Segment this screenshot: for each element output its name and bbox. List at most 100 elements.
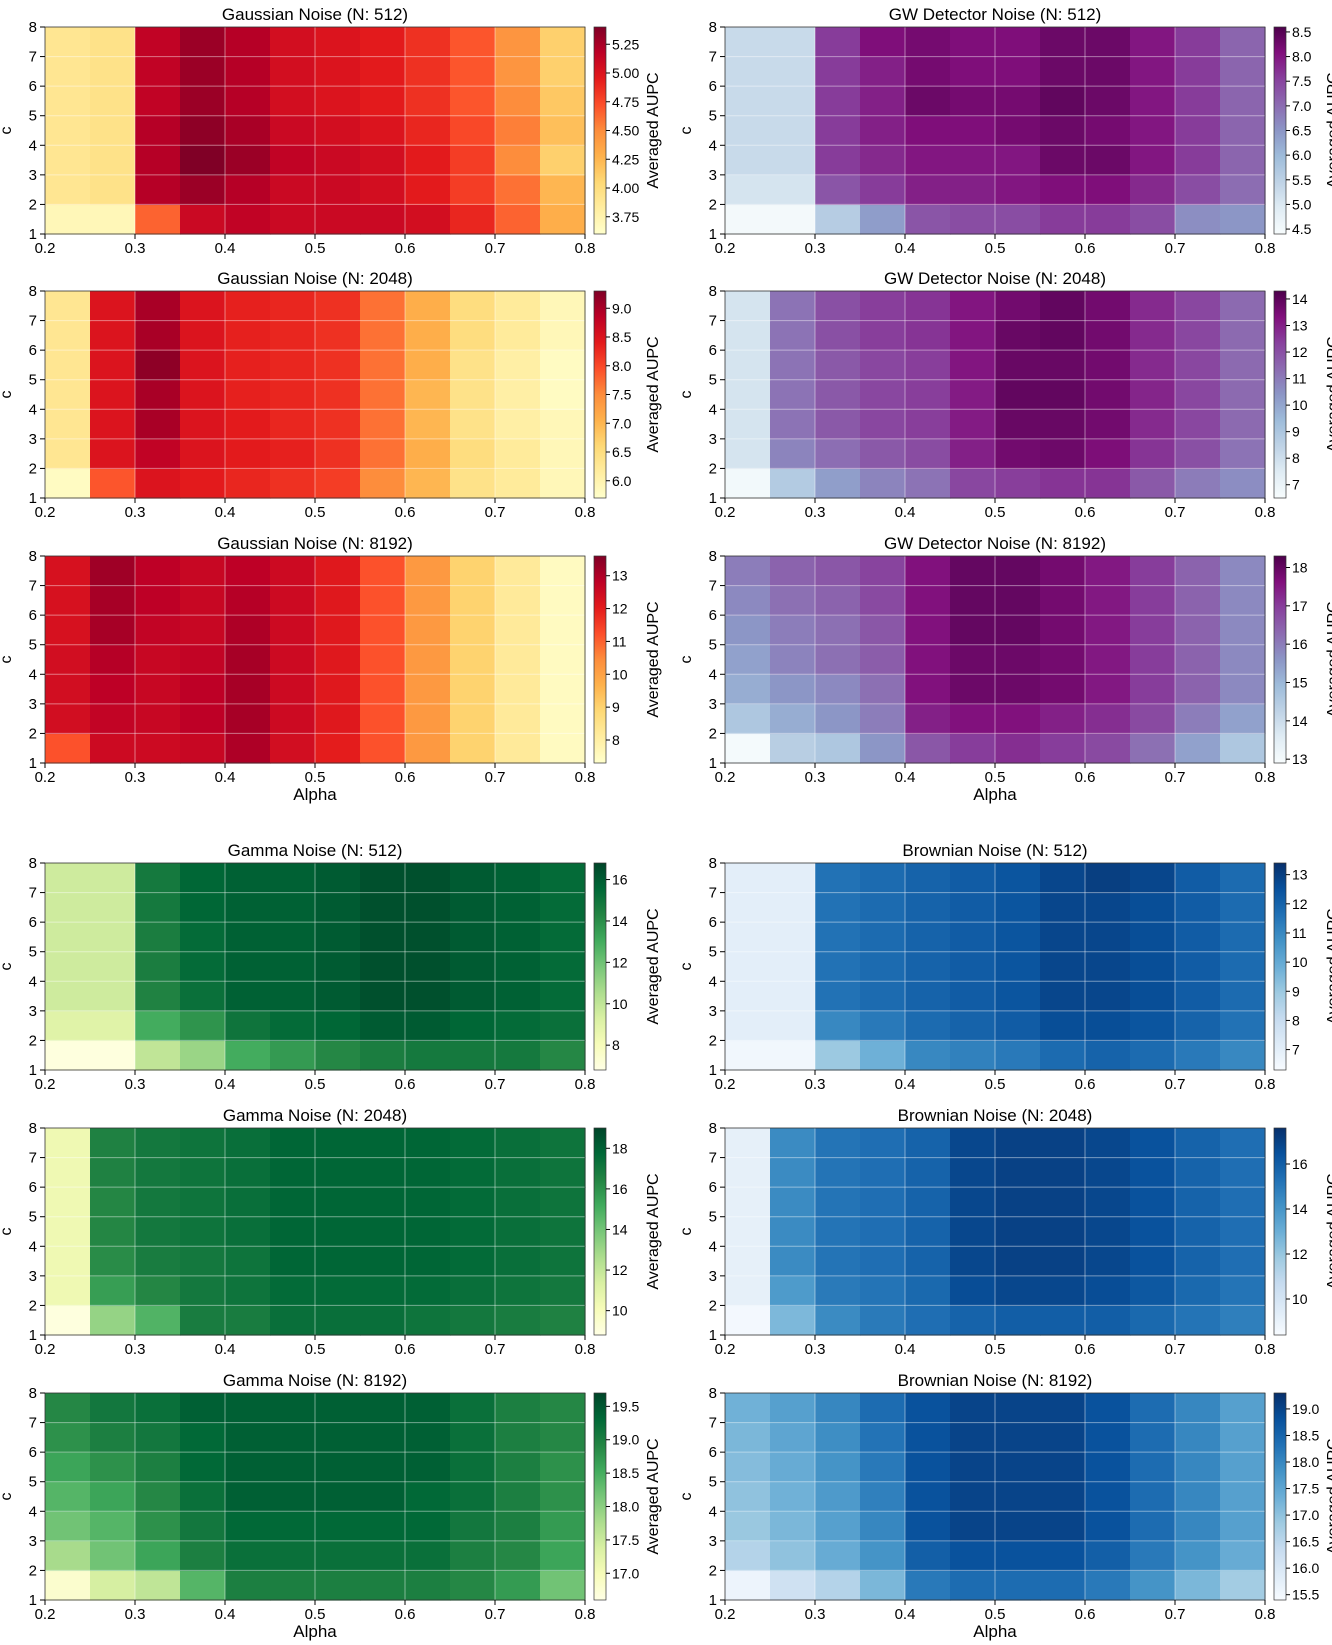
heatmap-cell — [1040, 981, 1086, 1012]
heatmap-cell — [45, 1246, 91, 1277]
heatmap-cell — [1175, 644, 1221, 675]
y-axis-label: c — [0, 1493, 15, 1501]
heatmap-cell — [950, 409, 996, 440]
heatmap-cell — [815, 379, 861, 410]
heatmap-cell — [860, 1570, 906, 1601]
heatmap-cell — [90, 615, 136, 646]
heatmap-cell — [135, 320, 181, 351]
heatmap-cell — [450, 1187, 496, 1218]
heatmap-cell — [495, 733, 541, 764]
heatmap-cell — [995, 27, 1041, 58]
heatmap-cell — [860, 27, 906, 58]
heatmap-cell — [540, 556, 586, 587]
heatmap-cell — [1220, 951, 1266, 982]
heatmap-cell — [770, 922, 816, 953]
heatmap-cell — [1085, 350, 1131, 381]
heatmap-cell — [360, 615, 406, 646]
colorbar-label: Averaged AUPC — [1325, 1438, 1332, 1554]
colorbar-tick-label: 5.25 — [612, 36, 639, 52]
heatmap-cell — [770, 174, 816, 206]
heatmap-cell — [90, 56, 136, 87]
heatmap-cell — [315, 951, 361, 982]
heatmap-cell — [90, 1275, 136, 1307]
x-tick-label: 0.7 — [1165, 1341, 1186, 1358]
heatmap-cell — [1175, 1305, 1221, 1336]
heatmap-cell — [1085, 674, 1131, 705]
y-tick-label: 8 — [709, 855, 717, 872]
heatmap-cell — [1040, 1393, 1086, 1424]
heatmap-cell — [270, 468, 316, 499]
heatmap-cell — [405, 703, 451, 735]
heatmap-cell — [315, 1128, 361, 1159]
y-tick-label: 5 — [29, 637, 37, 654]
colorbar-tick-label: 14 — [1292, 1201, 1308, 1217]
heatmap-cell — [1175, 1511, 1221, 1542]
heatmap-cell — [495, 1422, 541, 1453]
colorbar-tick-label: 7.0 — [1292, 98, 1312, 114]
heatmap-cell — [225, 1040, 271, 1071]
heatmap-cell — [135, 556, 181, 587]
heatmap-cell — [815, 174, 861, 206]
heatmap-cell — [405, 863, 451, 894]
heatmap-cell — [270, 320, 316, 351]
heatmap-cell — [1085, 863, 1131, 894]
heatmap-cell — [815, 585, 861, 616]
heatmap-cell — [315, 674, 361, 705]
heatmap-cell — [905, 409, 951, 440]
heatmap-cell — [180, 204, 226, 235]
heatmap-cell — [225, 320, 271, 351]
colorbar-tick-label: 17 — [1292, 598, 1308, 614]
y-tick-label: 8 — [709, 19, 717, 36]
heatmap-cell — [270, 1040, 316, 1071]
heatmap-cell — [180, 115, 226, 146]
y-tick-label: 7 — [29, 578, 37, 595]
heatmap-cell — [450, 1040, 496, 1071]
heatmap-cell — [495, 615, 541, 646]
y-tick-label: 5 — [709, 944, 717, 961]
heatmap-cell — [135, 1570, 181, 1601]
y-tick-label: 6 — [709, 1179, 717, 1196]
y-tick-label: 7 — [709, 49, 717, 66]
heatmap-cell — [950, 350, 996, 381]
heatmap-cell — [180, 468, 226, 499]
heatmap-cell — [495, 585, 541, 616]
colorbar-tick-label: 4.00 — [612, 180, 639, 196]
heatmap-cell — [45, 204, 91, 235]
x-tick-label: 0.4 — [215, 1606, 236, 1623]
colorbar-tick-label: 12 — [1292, 1246, 1308, 1262]
colorbar — [593, 555, 607, 764]
y-tick-label: 6 — [29, 78, 37, 95]
heatmap-cell — [995, 409, 1041, 440]
heatmap-cell — [225, 115, 271, 146]
heatmap-cell — [90, 468, 136, 499]
heatmap-cell — [450, 27, 496, 58]
heatmap-cell — [135, 1393, 181, 1424]
heatmap-cell — [1085, 733, 1131, 764]
heatmap-cell — [270, 1187, 316, 1218]
heatmap-cell — [360, 1540, 406, 1572]
x-axis-label: Alpha — [293, 1622, 337, 1641]
x-tick-label: 0.3 — [125, 1606, 146, 1623]
heatmap-cell — [1085, 1570, 1131, 1601]
colorbar-tick-label: 12 — [612, 1262, 628, 1278]
heatmap-cell — [770, 556, 816, 587]
heatmap-cell — [360, 1246, 406, 1277]
heatmap-cell — [540, 291, 586, 322]
heatmap-cell — [860, 703, 906, 735]
heatmap-cell — [495, 174, 541, 206]
heatmap-cell — [405, 1216, 451, 1247]
colorbar-tick-label: 16 — [1292, 636, 1308, 652]
heatmap-cell — [90, 922, 136, 953]
heatmap-cell — [860, 1216, 906, 1247]
heatmap-cell — [860, 174, 906, 206]
heatmap-cell — [1175, 438, 1221, 470]
heatmap-cell — [1085, 1511, 1131, 1542]
heatmap-cell — [860, 438, 906, 470]
heatmap-cell — [1130, 1305, 1176, 1336]
heatmap-cell — [905, 1511, 951, 1542]
heatmap-cell — [405, 1422, 451, 1453]
heatmap-cell — [450, 204, 496, 235]
heatmap-cell — [1040, 56, 1086, 87]
colorbar-tick-label: 14 — [1292, 713, 1308, 729]
heatmap-cell — [45, 1393, 91, 1424]
